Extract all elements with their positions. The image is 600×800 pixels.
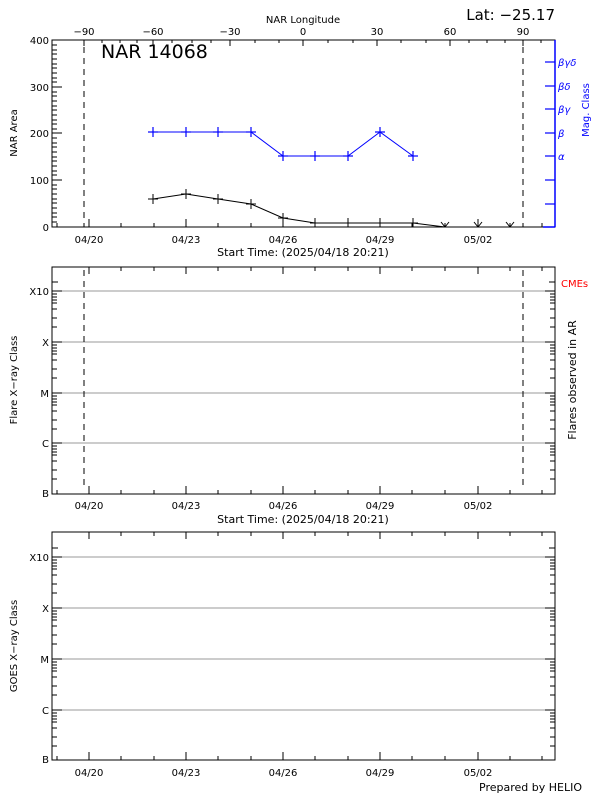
area-x-label: Start Time: (2025/04/18 20:21) (217, 246, 389, 259)
flares-panel: X10 X M C B Flare X−ray Class CMEs Flare… (9, 266, 588, 526)
x-tick: 04/20 (75, 235, 104, 246)
flares-y-axis (52, 281, 62, 480)
longitude-tick: −30 (219, 27, 240, 38)
x-tick: 04/23 (172, 235, 201, 246)
longitude-tick: 0 (300, 27, 306, 38)
x-tick: 04/29 (366, 501, 395, 512)
goes-y-tick: X (42, 604, 49, 615)
x-tick: 04/20 (75, 768, 104, 779)
goes-y-tick: B (42, 755, 49, 766)
longitude-tick: 30 (371, 27, 384, 38)
cmes-label: CMEs (561, 279, 588, 290)
longitude-tick: 90 (517, 27, 530, 38)
x-tick: 04/26 (269, 768, 298, 779)
x-tick: 05/02 (464, 235, 493, 246)
goes-y-tick: M (40, 655, 49, 666)
flares-y-tick: X10 (29, 287, 49, 298)
x-tick: 04/26 (269, 235, 298, 246)
mag-class-label: Mag. Class (581, 83, 592, 137)
flares-x-label: Start Time: (2025/04/18 20:21) (217, 513, 389, 526)
goes-y-label: GOES X−ray Class (9, 600, 20, 692)
area-panel: −90 −60 −30 0 30 60 90 400 300 200 100 0… (9, 27, 592, 259)
x-tick: 04/26 (269, 501, 298, 512)
latitude-label: Lat: −25.17 (466, 6, 555, 24)
flares-y-tick: M (40, 389, 49, 400)
flares-y-tick: C (42, 439, 49, 450)
x-tick: 04/23 (172, 501, 201, 512)
x-tick: 05/02 (464, 501, 493, 512)
flares-right-axis (545, 281, 555, 480)
mag-class-tick: βγδ (557, 58, 576, 69)
area-y-axis (52, 39, 62, 228)
area-y-label: NAR Area (9, 109, 20, 156)
area-y-tick: 100 (30, 176, 49, 187)
mag-class-axis (545, 61, 555, 205)
flares-x-axis (56, 486, 543, 494)
goes-right-axis (545, 547, 555, 747)
mag-class-markers (148, 127, 418, 161)
area-y-tick: 400 (30, 36, 49, 47)
area-y-tick: 300 (30, 83, 49, 94)
area-y-tick: 200 (30, 129, 49, 140)
mag-class-tick: βγ (557, 105, 571, 116)
area-y-tick: 0 (43, 223, 49, 234)
x-tick: 05/02 (464, 768, 493, 779)
mag-class-tick: α (558, 152, 565, 163)
region-title: NAR 14068 (101, 41, 208, 63)
flares-y-tick: B (42, 489, 49, 500)
x-tick: 04/29 (366, 768, 395, 779)
goes-y-tick: C (42, 706, 49, 717)
top-axis-title: NAR Longitude (266, 15, 340, 26)
goes-grid (52, 556, 555, 711)
x-tick: 04/29 (366, 235, 395, 246)
longitude-tick: −90 (73, 27, 94, 38)
x-tick: 04/20 (75, 501, 104, 512)
longitude-tick: −60 (142, 27, 163, 38)
credit-text: Prepared by HELIO (479, 781, 582, 794)
flares-right-label: Flares observed in AR (566, 320, 579, 440)
longitude-axis (83, 40, 542, 46)
flares-grid (52, 290, 555, 444)
mag-class-tick: βδ (557, 82, 571, 93)
goes-y-tick: X10 (29, 553, 49, 564)
x-tick: 04/23 (172, 768, 201, 779)
goes-top-ticks (88, 532, 543, 539)
mag-class-tick: β (557, 129, 565, 140)
longitude-tick: 60 (444, 27, 457, 38)
flares-top-ticks (88, 267, 543, 274)
area-markers (148, 189, 515, 228)
flares-y-tick: X (42, 338, 49, 349)
flares-y-label: Flare X−ray Class (9, 336, 20, 425)
goes-y-axis (52, 547, 62, 747)
goes-x-axis (56, 752, 543, 760)
goes-panel: X10 X M C B GOES X−ray Class 04/20 04/23… (9, 531, 556, 779)
area-series (152, 193, 510, 228)
